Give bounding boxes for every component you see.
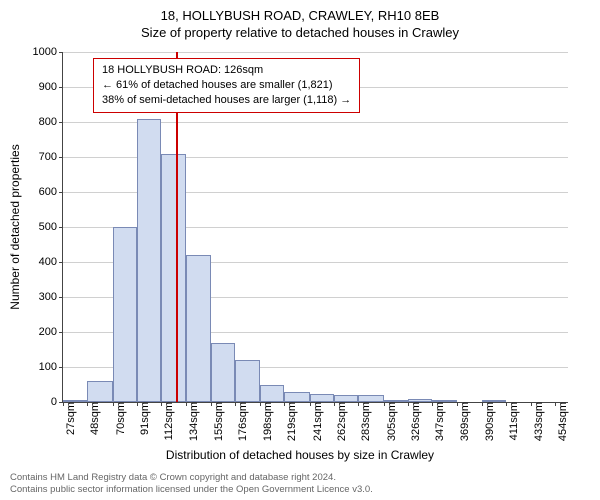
y-tick-mark [59,122,63,123]
x-tick-label: 411sqm [506,402,520,440]
y-tick-mark [59,87,63,88]
y-axis-label: Number of detached properties [8,144,22,309]
annotation-box: 18 HOLLYBUSH ROAD: 126sqm← 61% of detach… [93,58,360,113]
annotation-line3: 38% of semi-detached houses are larger (… [102,93,351,108]
x-tick-label: 262sqm [334,402,348,441]
x-tick-label: 112sqm [161,402,175,440]
histogram-bar [358,395,383,402]
x-tick-label: 134sqm [186,402,200,441]
y-tick-mark [59,367,63,368]
x-tick-label: 283sqm [358,402,372,441]
histogram-bar [260,385,284,403]
annotation-line1: 18 HOLLYBUSH ROAD: 126sqm [102,63,351,78]
y-tick-mark [59,192,63,193]
x-axis-label: Distribution of detached houses by size … [0,448,600,462]
x-tick-label: 91sqm [137,402,151,435]
histogram-bar [235,360,260,402]
histogram-bar [113,227,137,402]
x-tick-label: 70sqm [113,402,127,435]
y-tick-mark [59,332,63,333]
footer-attribution: Contains HM Land Registry data © Crown c… [10,472,373,496]
y-tick-mark [59,227,63,228]
histogram-bar [137,119,161,403]
y-tick-mark [59,297,63,298]
x-tick-label: 454sqm [555,402,569,441]
y-tick-mark [59,52,63,53]
histogram-bar [334,395,358,402]
x-tick-label: 219sqm [284,402,298,441]
histogram-bar [310,394,334,402]
annotation-line2: ← 61% of detached houses are smaller (1,… [102,78,351,93]
y-tick-mark [59,262,63,263]
plot-area: 0100200300400500600700800900100027sqm48s… [62,52,568,403]
x-tick-label: 176sqm [235,402,249,441]
x-tick-label: 326sqm [408,402,422,441]
histogram-bar [186,255,210,402]
x-tick-label: 305sqm [384,402,398,441]
histogram-bar [87,381,112,402]
x-tick-label: 369sqm [457,402,471,441]
footer-line2: Contains public sector information licen… [10,484,373,496]
x-tick-label: 27sqm [63,402,77,435]
x-tick-label: 390sqm [482,402,496,441]
x-tick-label: 241sqm [310,402,324,441]
chart-container: 18, HOLLYBUSH ROAD, CRAWLEY, RH10 8EB Si… [0,0,600,500]
footer-line1: Contains HM Land Registry data © Crown c… [10,472,373,484]
y-tick-mark [59,157,63,158]
x-tick-label: 155sqm [211,402,225,441]
histogram-bar [211,343,235,403]
gridline [63,52,568,53]
chart-title-main: 18, HOLLYBUSH ROAD, CRAWLEY, RH10 8EB [0,0,600,23]
x-tick-label: 198sqm [260,402,274,441]
histogram-bar [284,392,309,403]
x-tick-label: 433sqm [531,402,545,441]
chart-title-sub: Size of property relative to detached ho… [0,23,600,40]
x-tick-label: 347sqm [432,402,446,441]
x-tick-label: 48sqm [87,402,101,435]
histogram-bar [161,154,186,403]
